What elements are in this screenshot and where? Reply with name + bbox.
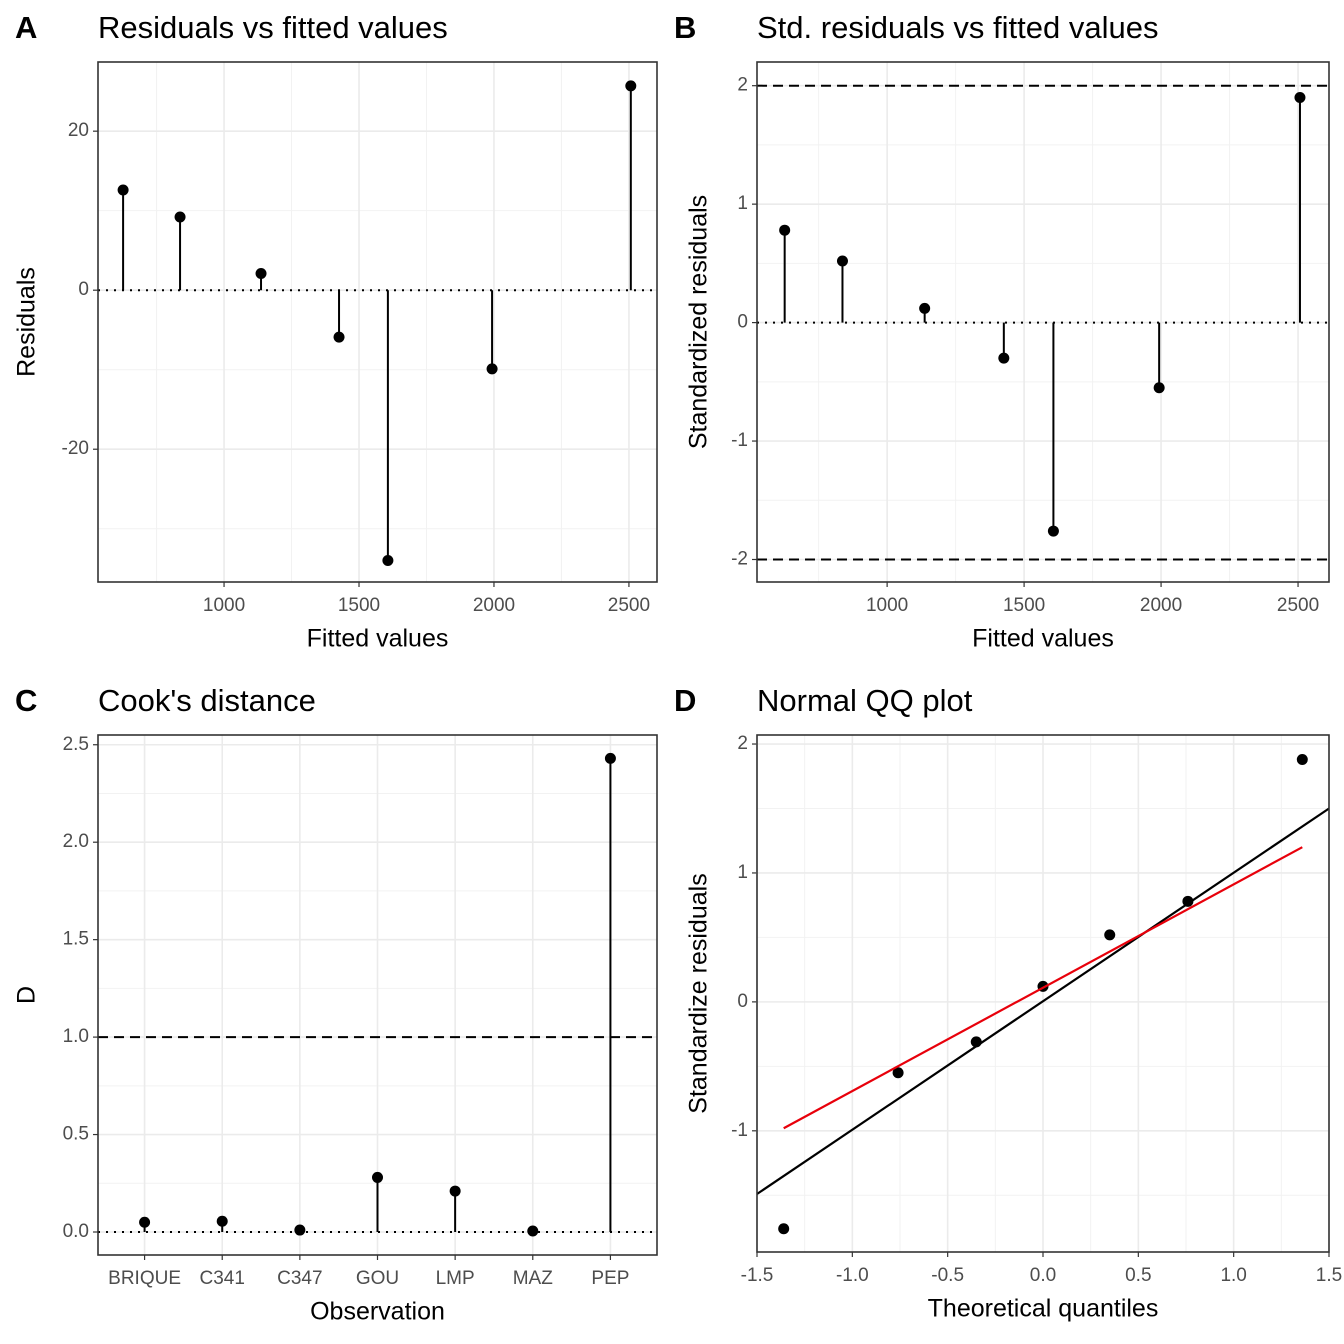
plot-border [756,734,1330,1253]
x-tick-label: 2000 [1140,595,1182,616]
x-axis-label: Observation [310,1298,445,1326]
point [1182,895,1194,907]
point [1296,753,1308,765]
panel-title: Std. residuals vs fitted values [757,10,1158,45]
x-tick-label: -0.5 [931,1265,964,1286]
x-axis-label: Fitted values [972,625,1114,653]
panel-title: Residuals vs fitted values [98,10,448,45]
x-tick-label: 2500 [608,595,650,616]
y-tick-label: 2 [737,733,748,754]
point [372,1171,383,1183]
point [778,1223,790,1235]
plot-border [97,61,658,583]
y-tick-label: 2 [737,75,748,96]
plot-border [756,61,1330,583]
point [382,555,394,567]
y-tick-label: 0 [78,279,89,300]
y-axis-label: Standardized residuals [685,195,713,449]
y-tick-label: 1 [737,193,748,214]
panel-title: Cook's distance [98,683,316,718]
y-tick-label: 1.0 [63,1026,89,1047]
y-tick-label: 2.5 [63,734,89,755]
point [255,267,267,279]
x-tick-label: 2000 [473,595,515,616]
point [294,1224,306,1236]
point [625,80,637,92]
x-tick-label: 2500 [1277,595,1319,616]
plot-border [97,734,658,1256]
fit-line [756,807,1330,1195]
x-tick-label: PEP [591,1268,629,1289]
x-tick-label: -1.0 [836,1265,869,1286]
y-tick-label: 1 [737,862,748,883]
y-axis-label: Residuals [13,267,41,377]
y-axis-label: Standardize residuals [685,873,713,1113]
y-axis-label: D [13,986,41,1004]
point [449,1185,461,1197]
y-tick-label: -2 [731,549,748,570]
panel: -2 -1 0 1 2 1000 1500 2000 2500 B Std. residuals v… [674,10,1330,653]
panel: 0.0 0.5 1.0 1.5 2.0 2.5 BRIQUE C341 C347 GOU LMP MA… [13,683,658,1326]
x-tick-label: 1.5 [1316,1265,1342,1286]
panel-letter: D [674,683,696,718]
x-axis-label: Theoretical quantiles [928,1295,1159,1323]
panel: -20 0 20 1000 1500 2000 2500 A Residuals vs fitt… [13,10,658,653]
y-tick-label: 2.0 [63,831,89,852]
point [604,752,616,764]
x-tick-label: C341 [200,1268,245,1289]
point [1104,929,1116,941]
point [117,184,129,196]
x-tick-label: 1500 [338,595,380,616]
point [998,352,1010,364]
x-tick-label: C347 [277,1268,322,1289]
x-tick-label: 1000 [866,595,908,616]
point [1153,382,1165,394]
x-tick-label: -1.5 [741,1265,774,1286]
x-tick-label: 0.5 [1125,1265,1151,1286]
plot-background [98,62,657,582]
y-tick-label: -20 [62,438,89,459]
x-tick-label: MAZ [513,1268,554,1289]
y-tick-label: 0.5 [63,1124,89,1145]
point [174,211,186,223]
panel: -1 0 1 2 -1.5 -1.0 -0.5 0.0 0.5 1.0 1.5 D Normal QQ … [674,683,1342,1322]
panel-title: Normal QQ plot [757,683,973,718]
x-tick-label: 0.0 [1030,1265,1056,1286]
x-tick-label: 1000 [203,595,245,616]
x-tick-label: BRIQUE [108,1268,181,1289]
y-tick-label: 20 [68,120,89,141]
point [1294,92,1306,104]
fit-line [783,846,1303,1130]
x-tick-label: 1500 [1003,595,1045,616]
point [527,1225,539,1237]
panel-letter: C [15,683,37,718]
panel-letter: A [15,10,37,45]
y-tick-label: -1 [731,1120,748,1141]
point [486,363,498,375]
x-tick-label: GOU [356,1268,399,1289]
x-tick-label: LMP [436,1268,475,1289]
y-tick-label: -1 [731,430,748,451]
point [216,1215,228,1227]
point [779,224,791,236]
y-tick-label: 0.0 [63,1221,89,1242]
y-tick-label: 0 [737,312,748,333]
point [139,1216,151,1228]
panel-letter: B [674,10,696,45]
point [892,1067,904,1079]
point [836,255,848,267]
x-axis-label: Fitted values [307,625,449,653]
point [1047,525,1059,537]
point [919,302,931,314]
x-tick-label: 1.0 [1220,1265,1246,1286]
y-tick-label: 0 [737,991,748,1012]
point [333,331,345,343]
y-tick-label: 1.5 [63,929,89,950]
